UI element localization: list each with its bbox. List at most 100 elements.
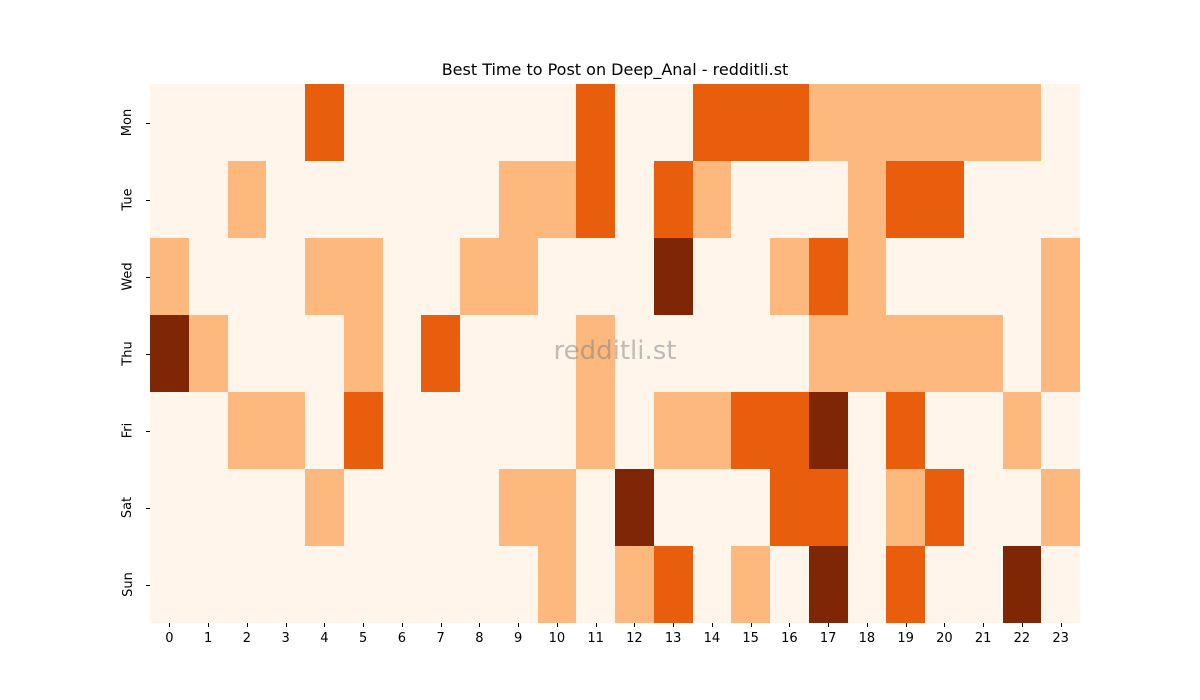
heatmap-cell: [963, 392, 1003, 469]
heatmap-cell: [227, 469, 267, 546]
x-tick: [595, 623, 597, 627]
heatmap-cell: [847, 546, 887, 623]
heatmap-cell: [150, 392, 189, 469]
heatmap-cell: [343, 469, 383, 546]
heatmap-cell: [1002, 469, 1042, 546]
heatmap-cell: [343, 238, 383, 315]
heatmap-cell: [653, 315, 693, 392]
heatmap-cell: [305, 238, 344, 315]
heatmap-cell: [925, 546, 964, 623]
heatmap-cell: [925, 392, 964, 469]
heatmap-cell: [498, 238, 538, 315]
y-tick-label: Sat: [120, 496, 136, 519]
heatmap-cell: [925, 469, 964, 546]
x-tick-label: 11: [587, 631, 604, 646]
heatmap-cell: [886, 238, 925, 315]
heatmap-cell: [382, 315, 422, 392]
heatmap-cell: [150, 546, 189, 623]
heatmap-cell: [1041, 161, 1080, 238]
x-tick-label: 23: [1052, 631, 1069, 646]
heatmap-cell: [266, 546, 305, 623]
heatmap-cell: [1002, 315, 1042, 392]
heatmap-cell: [227, 161, 267, 238]
heatmap-cell: [576, 161, 615, 238]
x-tick: [479, 623, 481, 627]
heatmap-cell: [227, 392, 267, 469]
heatmap-cell: [653, 469, 693, 546]
x-tick: [1021, 623, 1023, 627]
heatmap-cell: [266, 238, 305, 315]
heatmap-cell: [266, 392, 305, 469]
heatmap-cell: [421, 392, 460, 469]
heatmap-cell: [653, 238, 693, 315]
heatmap-cell: [576, 546, 615, 623]
heatmap-cell: [808, 546, 848, 623]
heatmap-cell: [421, 238, 460, 315]
x-tick: [556, 623, 558, 627]
x-tick-label: 12: [626, 631, 643, 646]
heatmap-cell: [266, 469, 305, 546]
heatmap-cell: [692, 392, 732, 469]
heatmap-cell: [576, 392, 615, 469]
heatmap-cell: [421, 546, 460, 623]
heatmap-cell: [653, 546, 693, 623]
heatmap-cell: [382, 469, 422, 546]
heatmap-cell: [150, 84, 189, 161]
heatmap-cell: [692, 161, 732, 238]
heatmap-cell: [731, 392, 770, 469]
x-axis: 0 1 2 3 4 5 6 7 8 9 10 11 12 13 14 15 16 17 18 19 20 21 22 23: [150, 623, 1080, 653]
heatmap-cell: [808, 392, 848, 469]
heatmap-cell: [1041, 392, 1080, 469]
heatmap-cell: [653, 161, 693, 238]
x-tick-label: 3: [281, 631, 290, 646]
heatmap-cell: [305, 315, 344, 392]
heatmap-cell: [498, 546, 538, 623]
heatmap-cell: [615, 469, 654, 546]
heatmap-cell: [305, 84, 344, 161]
heatmap-cell: [770, 392, 809, 469]
heatmap-cell: [886, 469, 925, 546]
heatmap-cell: [537, 469, 577, 546]
heatmap-cell: [615, 315, 654, 392]
x-tick-label: 1: [203, 631, 213, 646]
heatmap-cell: [188, 315, 228, 392]
heatmap-cell: [1041, 238, 1080, 315]
heatmap-cell: [692, 469, 732, 546]
x-tick-label: 22: [1013, 631, 1031, 646]
heatmap-cell: [1041, 84, 1080, 161]
x-tick-label: 0: [165, 631, 174, 646]
heatmap-cell: [227, 238, 267, 315]
heatmap-cell: [770, 546, 809, 623]
heatmap-cell: [886, 84, 925, 161]
heatmap-cell: [692, 84, 732, 161]
y-tick-label: Tue: [120, 188, 136, 211]
x-tick: [169, 623, 171, 627]
heatmap-cell: [188, 392, 228, 469]
heatmap-cell: [421, 161, 460, 238]
heatmap-cell: [150, 315, 189, 392]
x-tick-label: 8: [475, 631, 484, 646]
heatmap-cell: [343, 161, 383, 238]
heatmap-cell: [653, 84, 693, 161]
heatmap-cell: [227, 546, 267, 623]
x-tick: [944, 623, 946, 627]
x-tick-label: 13: [664, 631, 682, 646]
heatmap-cell: [847, 238, 887, 315]
heatmap-cell: [886, 392, 925, 469]
heatmap-cell: [770, 315, 809, 392]
heatmap-cell: [498, 392, 538, 469]
heatmap-cell: [382, 238, 422, 315]
heatmap-cell: [343, 84, 383, 161]
heatmap-cell: [382, 161, 422, 238]
heatmap-cell: [460, 469, 499, 546]
x-tick-label: 5: [358, 631, 368, 646]
heatmap-cell: [731, 84, 770, 161]
heatmap-cell: [963, 469, 1003, 546]
heatmap-cell: [963, 84, 1003, 161]
x-tick: [285, 623, 287, 627]
heatmap-cell: [925, 84, 964, 161]
x-tick: [866, 623, 868, 627]
x-tick-label: 16: [781, 631, 798, 646]
heatmap-cell: [770, 161, 809, 238]
heatmap-cell: [886, 315, 925, 392]
